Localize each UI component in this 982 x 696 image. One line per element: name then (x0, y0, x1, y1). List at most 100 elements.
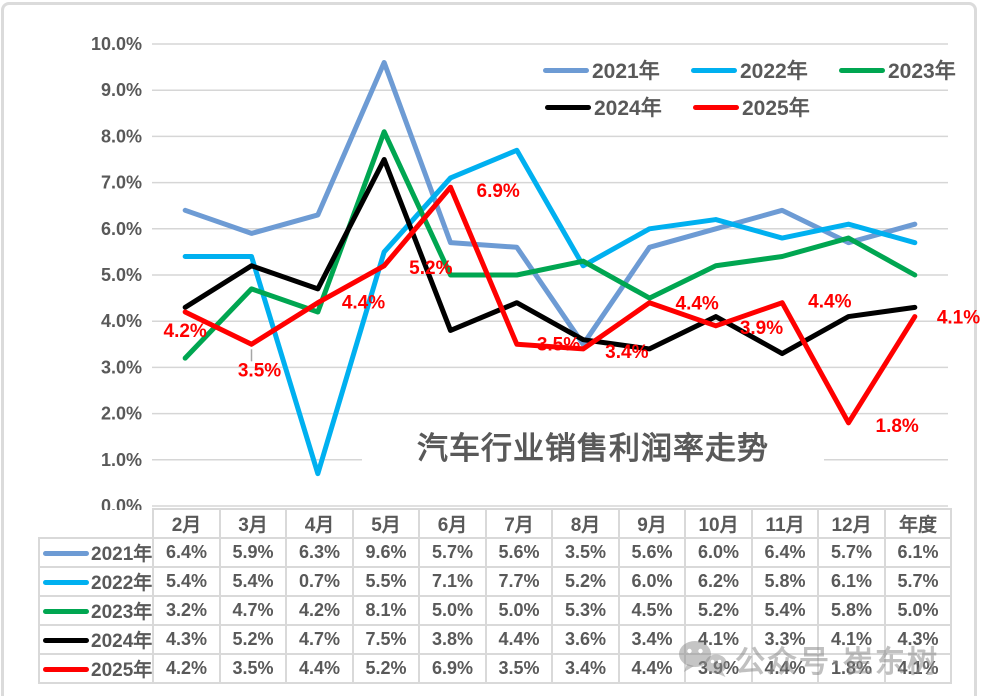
watermark-text: 公众号·崔东树 (735, 646, 939, 679)
table-cell-2021年-4月: 6.3% (285, 537, 354, 568)
table-cell-2025年-8月: 3.4% (551, 653, 620, 684)
table-cell-2024年-7月: 4.4% (484, 624, 554, 655)
table-cell-2023年-5月: 8.1% (351, 595, 421, 626)
legend-label: 2024年 (594, 97, 662, 120)
table-col-header-11月: 11月 (750, 508, 820, 539)
data-label-8月: 3.4% (605, 342, 648, 363)
profit-margin-line-chart: 0.0% 1.0% 2.0% 3.0% 4.0% 5.0% 6.0% 7.0% 8.0% 9.0%… (91, 34, 980, 510)
legend-item-2023年: 2023年 (839, 55, 956, 85)
table-legend-key (43, 609, 89, 615)
table-cell-2025年-7月: 3.5% (484, 653, 554, 684)
legend-label: 2021年 (592, 60, 660, 83)
table-col-header-8月: 8月 (551, 508, 620, 539)
table-row-header: 2025年 (37, 653, 155, 684)
table-cell-2024年-2月: 4.3% (152, 624, 221, 655)
table-cell-2021年-5月: 9.6% (351, 537, 421, 568)
table-col-header-4月: 4月 (285, 508, 354, 539)
table-cell-2023年-年度: 5.0% (883, 595, 953, 626)
table-col-header-6月: 6月 (418, 508, 487, 539)
table-cell-2021年-3月: 5.9% (218, 537, 288, 568)
y-axis-tick: 5.0% (101, 265, 142, 285)
table-col-header-9月: 9月 (617, 508, 687, 539)
table-row-label: 2021年 (91, 544, 153, 565)
data-label-5月: 5.2% (409, 258, 452, 279)
table-row-2024年: 2024年 4.3% 5.2% 4.7% 7.5% 3.8% 4.4% 3.6% 3.4% 4.1… (37, 624, 953, 655)
series-line-2024年 (182, 157, 918, 357)
series-line-2023年 (182, 129, 918, 361)
y-axis-tick: 2.0% (101, 404, 142, 424)
watermark: 公众号·崔东树 (678, 637, 939, 681)
table-cell-2022年-9月: 6.0% (617, 566, 687, 597)
y-axis-tick: 1.0% (101, 450, 142, 470)
table-row-2023年: 2023年 3.2% 4.7% 4.2% 8.1% 5.0% 5.0% 5.3% 4.5% 5.2… (37, 595, 953, 626)
table-cell-2022年-2月: 5.4% (152, 566, 221, 597)
table-cell-2025年-3月: 3.5% (218, 653, 288, 684)
table-cell-2022年-5月: 5.5% (351, 566, 421, 597)
table-cell-2023年-4月: 4.2% (285, 595, 354, 626)
data-label-12月: 1.8% (876, 416, 919, 437)
table-row-label: 2025年 (91, 660, 153, 681)
chart-title: 汽车行业销售利润率走势 (362, 428, 824, 470)
data-label-2月: 4.2% (164, 321, 207, 342)
legend-item-2021年: 2021年 (543, 55, 660, 85)
y-axis-tick: 9.0% (101, 80, 142, 100)
table-cell-2021年-9月: 5.6% (617, 537, 687, 568)
table-col-header-3月: 3月 (218, 508, 288, 539)
table-cell-2022年-6月: 7.1% (418, 566, 487, 597)
table-cell-2025年-12月: 1.8% (817, 653, 886, 684)
table-cell-2023年-7月: 5.0% (484, 595, 554, 626)
data-label-4月: 4.4% (342, 293, 385, 314)
chart-legend-row-1: 2021年 2022年 2023年 (543, 55, 956, 85)
legend-swatch (693, 104, 739, 110)
table-legend-key (43, 667, 89, 673)
table-cell-2022年-4月: 0.7% (285, 566, 354, 597)
table-cell-2025年-2月: 4.2% (152, 653, 221, 684)
table-row-header: 2023年 (37, 595, 155, 626)
table-legend-key (43, 551, 89, 557)
legend-label: 2023年 (888, 60, 956, 83)
table-legend-key (43, 580, 89, 586)
table-cell-2022年-11月: 5.8% (750, 566, 820, 597)
table-cell-2023年-10月: 5.2% (684, 595, 753, 626)
table-cell-2025年-4月: 4.4% (285, 653, 354, 684)
table-cell-2021年-年度: 6.1% (883, 537, 953, 568)
table-cell-2022年-12月: 6.1% (817, 566, 886, 597)
legend-swatch (691, 67, 737, 73)
table-col-header-年度: 年度 (883, 508, 953, 539)
data-table: 2月 3月 4月 5月 6月 7月 8月 9月 10月 11月 12月 年度 2021年 6.4% 5.9%… (37, 508, 953, 684)
table-row-header: 2022年 (37, 566, 155, 597)
table-cell-2021年-2月: 6.4% (152, 537, 221, 568)
table-cell-2021年-10月: 6.0% (684, 537, 753, 568)
table-cell-2022年-3月: 5.4% (218, 566, 288, 597)
table-col-header-2月: 2月 (152, 508, 221, 539)
series-line-2022年 (182, 147, 918, 477)
table-cell-2021年-7月: 5.6% (484, 537, 554, 568)
y-axis-tick: 4.0% (101, 311, 142, 331)
table-cell-2024年-年度: 4.3% (883, 624, 953, 655)
legend-swatch (839, 67, 885, 73)
table-col-header-5月: 5月 (351, 508, 421, 539)
legend-label: 2022年 (740, 60, 808, 83)
table-cell-2021年-8月: 3.5% (551, 537, 620, 568)
y-axis-tick: 0.0% (101, 496, 142, 510)
table-row-label: 2024年 (91, 631, 153, 652)
table-cell-2022年-8月: 5.2% (551, 566, 620, 597)
table-cell-2022年-年度: 5.7% (883, 566, 953, 597)
table-cell-2021年-6月: 5.7% (418, 537, 487, 568)
table-cell-2023年-12月: 5.8% (817, 595, 886, 626)
table-cell-2024年-5月: 7.5% (351, 624, 421, 655)
wechat-icon (679, 641, 727, 677)
table-cell-2023年-3月: 4.7% (218, 595, 288, 626)
legend-item-2025年: 2025年 (693, 92, 810, 122)
table-row-2021年: 2021年 6.4% 5.9% 6.3% 9.6% 5.7% 5.6% 3.5% 5.6% 6.0… (37, 537, 953, 568)
legend-item-2024年: 2024年 (545, 92, 662, 122)
table-cell-2023年-6月: 5.0% (418, 595, 487, 626)
table-cell-2024年-9月: 3.4% (617, 624, 687, 655)
data-label-3月: 3.5% (238, 360, 281, 381)
table-corner-cell (39, 509, 153, 538)
y-axis-tick: 6.0% (101, 219, 142, 239)
table-cell-2024年-11月: 3.3% (750, 624, 820, 655)
table-row-2025年: 2025年4.2%3.5%4.4%5.2%6.9%3.5%3.4%4.4%3.9… (37, 653, 953, 684)
data-label-6月: 6.9% (477, 181, 520, 202)
